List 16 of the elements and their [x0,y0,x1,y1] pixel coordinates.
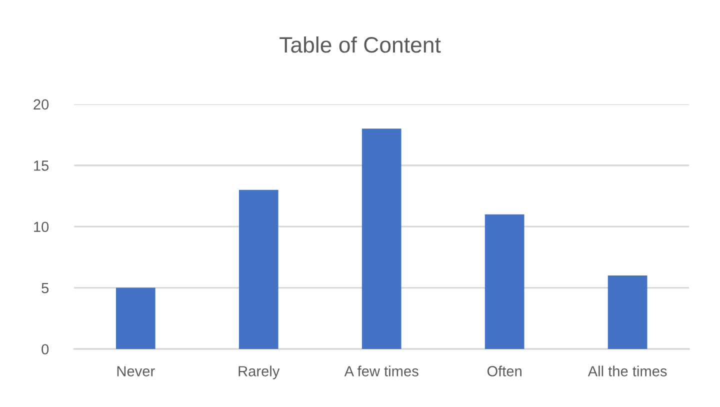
y-tick-label: 10 [34,222,49,232]
bar [608,276,648,349]
x-tick-label: Often [487,366,522,376]
x-tick-label: A few times [344,366,418,376]
x-tick-label: Rarely [238,366,280,380]
y-tick-label: 20 [34,99,49,110]
y-tick-label: 5 [42,283,49,294]
bar [484,214,524,349]
bar [362,128,402,349]
y-tick-label: 15 [34,160,49,171]
y-tick-label: 0 [42,344,49,354]
bar [116,288,156,349]
bar [238,190,278,349]
x-tick-label: All the times [588,366,667,376]
chart-title: Table of Content [280,36,441,53]
x-tick-label: Never [117,366,155,376]
